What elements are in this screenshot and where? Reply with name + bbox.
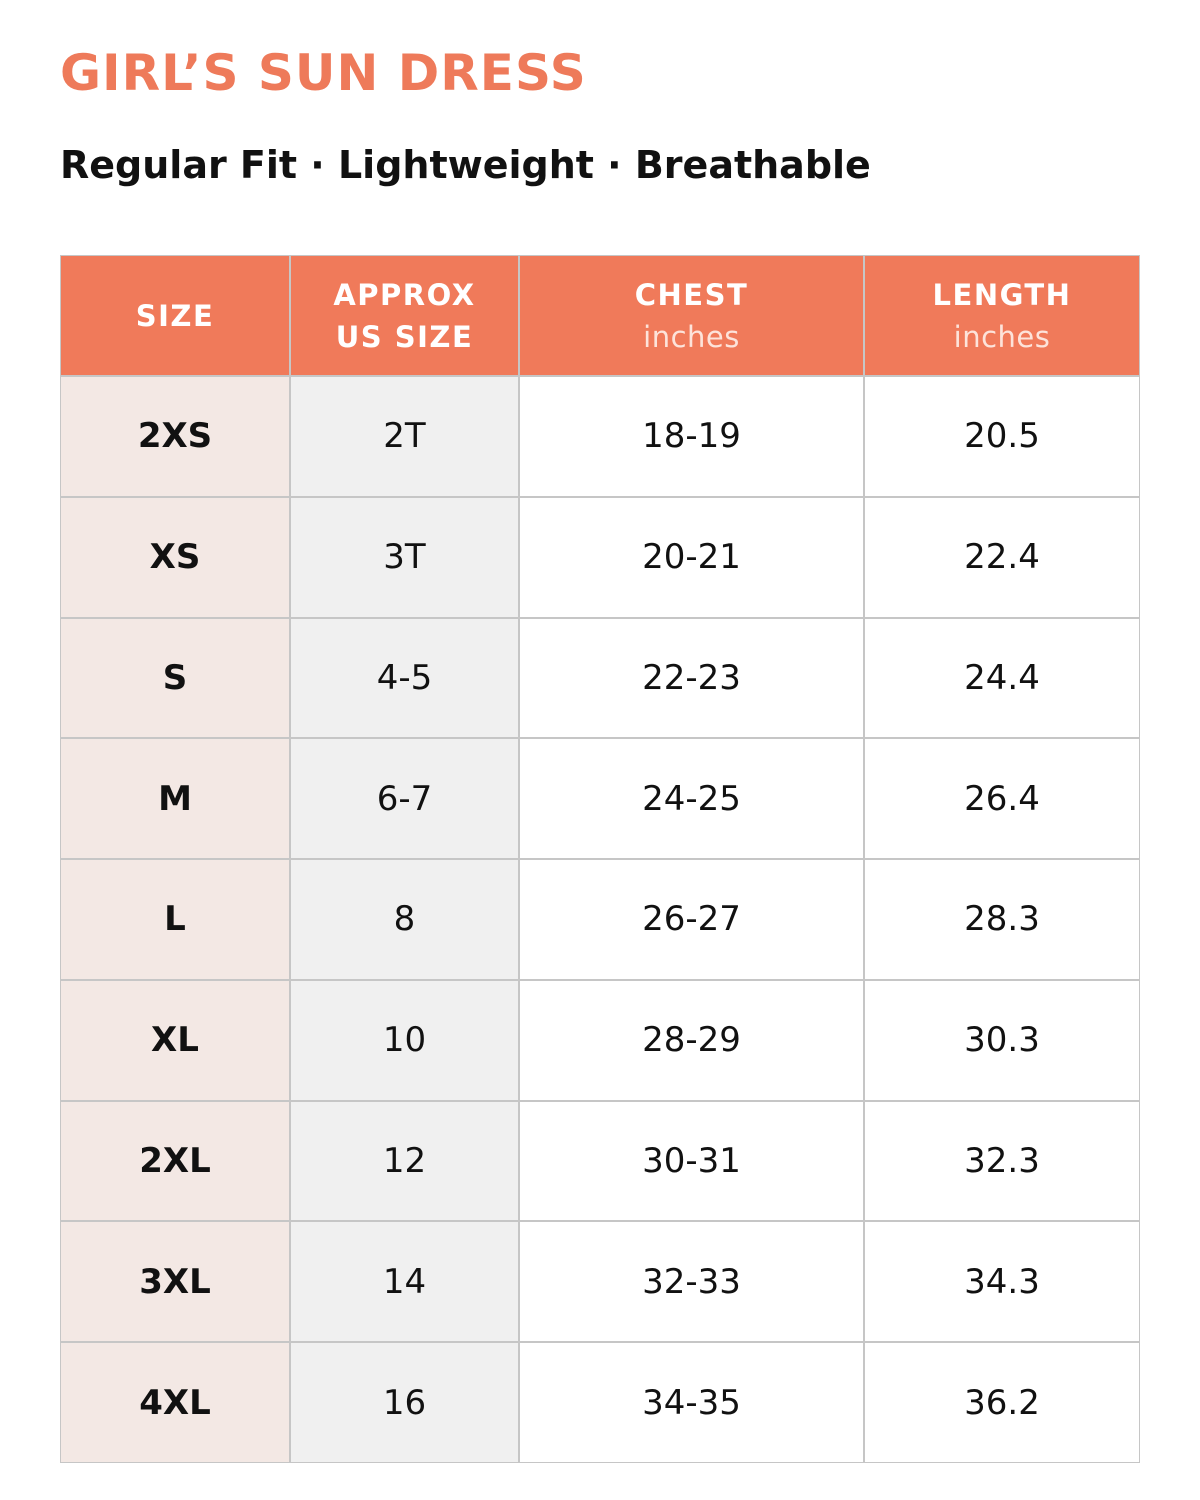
value-cell: 10 — [290, 979, 519, 1101]
header-label: SIZE — [135, 298, 215, 333]
value-cell: 2T — [290, 376, 519, 497]
value-cell: 22.4 — [864, 496, 1140, 618]
value-cell: 4-5 — [290, 617, 519, 739]
value-cell: 20.5 — [864, 376, 1140, 497]
value-cell: 32.3 — [864, 1100, 1140, 1222]
value-cell: 28.3 — [864, 859, 1140, 980]
size-cell: 3XL — [60, 1221, 290, 1343]
header-cell: APPROX US SIZE — [290, 255, 519, 376]
value-cell: 8 — [290, 859, 519, 980]
size-cell: 2XS — [60, 376, 290, 497]
size-cell: XS — [60, 496, 290, 618]
header-label: LENGTH — [932, 277, 1072, 312]
size-cell: M — [60, 738, 290, 860]
value-cell: 16 — [290, 1342, 519, 1463]
header-label: US SIZE — [335, 319, 474, 354]
value-cell: 26.4 — [864, 738, 1140, 860]
value-cell: 26-27 — [519, 859, 864, 980]
value-cell: 24.4 — [864, 617, 1140, 739]
header-unit: inches — [643, 319, 740, 354]
value-cell: 30-31 — [519, 1100, 864, 1222]
value-cell: 22-23 — [519, 617, 864, 739]
value-cell: 18-19 — [519, 376, 864, 497]
value-cell: 34-35 — [519, 1342, 864, 1463]
size-cell: 4XL — [60, 1342, 290, 1463]
size-table: SIZE APPROX US SIZE CHEST inches LENGTH inches… — [60, 255, 1140, 1463]
title: GIRL’S SUN DRESS — [60, 44, 587, 102]
header-unit: inches — [953, 319, 1051, 354]
value-cell: 24-25 — [519, 738, 864, 860]
header-cell: CHEST inches — [519, 255, 864, 376]
value-cell: 20-21 — [519, 496, 864, 618]
value-cell: 3T — [290, 496, 519, 618]
header-cell: LENGTH inches — [864, 255, 1140, 376]
header-cell: SIZE — [60, 255, 290, 376]
value-cell: 6-7 — [290, 738, 519, 860]
size-cell: L — [60, 859, 290, 980]
size-cell: S — [60, 617, 290, 739]
subtitle: Regular Fit · Lightweight · Breathable — [60, 143, 871, 187]
size-cell: XL — [60, 979, 290, 1101]
value-cell: 34.3 — [864, 1221, 1140, 1343]
value-cell: 30.3 — [864, 979, 1140, 1101]
size-cell: 2XL — [60, 1100, 290, 1222]
value-cell: 28-29 — [519, 979, 864, 1101]
value-cell: 36.2 — [864, 1342, 1140, 1463]
value-cell: 12 — [290, 1100, 519, 1222]
value-cell: 14 — [290, 1221, 519, 1343]
header-label: APPROX — [333, 277, 476, 312]
header-label: CHEST — [634, 277, 749, 312]
value-cell: 32-33 — [519, 1221, 864, 1343]
